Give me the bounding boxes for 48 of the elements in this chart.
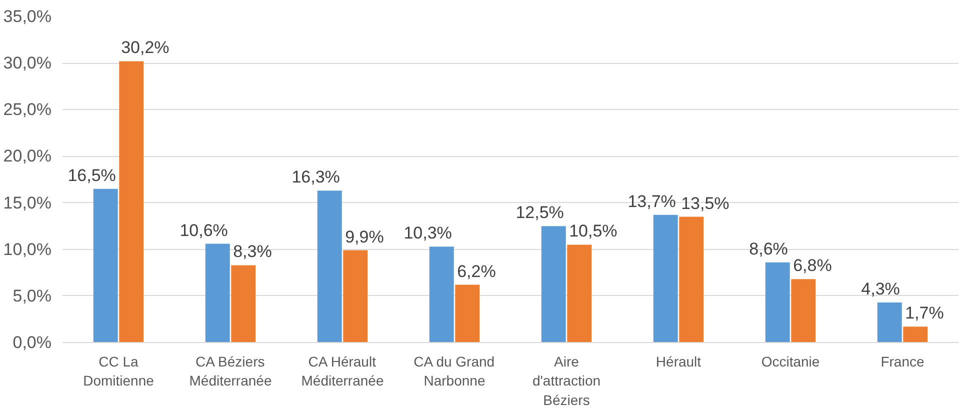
data-label: 8,6% — [749, 239, 788, 258]
bar — [205, 244, 230, 342]
x-tick-label: Aire d'attraction Béziers — [532, 354, 601, 408]
x-tick-label: CA du Grand Narbonne — [414, 354, 495, 389]
y-tick-label: 0,0% — [12, 333, 52, 352]
data-label: 12,5% — [516, 203, 564, 222]
bar — [429, 246, 454, 342]
data-label: 6,8% — [793, 256, 832, 276]
y-tick-label: 5,0% — [12, 286, 52, 306]
bar — [653, 214, 678, 342]
bar — [567, 244, 592, 342]
x-tick-label: Occitanie — [761, 354, 820, 370]
data-label: 6,2% — [457, 262, 496, 281]
data-label: 1,7% — [905, 304, 944, 323]
data-label: 16,3% — [292, 168, 340, 187]
bar — [903, 326, 928, 342]
bar — [541, 226, 566, 342]
bar — [231, 265, 256, 342]
data-label: 10,3% — [404, 224, 452, 243]
data-label: 8,3% — [233, 242, 272, 262]
x-tick-label: CA Hérault Méditerranée — [301, 354, 384, 389]
y-tick-label: 25,0% — [3, 100, 52, 120]
y-tick-label: 15,0% — [3, 193, 52, 212]
bar — [119, 61, 144, 342]
y-tick-label: 35,0% — [3, 7, 52, 26]
x-tick-label: Hérault — [656, 354, 702, 370]
x-tick-label: CA Béziers Méditerranée — [189, 354, 272, 389]
bar — [93, 188, 118, 342]
bar — [791, 279, 816, 342]
bar — [877, 302, 902, 342]
data-label: 9,9% — [345, 227, 384, 246]
data-label: 10,5% — [569, 222, 618, 241]
data-label: 30,2% — [121, 38, 170, 58]
y-tick-label: 30,0% — [3, 54, 52, 73]
bar — [343, 250, 368, 342]
data-label: 4,3% — [861, 279, 900, 298]
bar — [317, 190, 342, 342]
y-tick-label: 20,0% — [3, 146, 52, 166]
x-tick-label: France — [880, 354, 924, 370]
bar — [679, 216, 704, 342]
data-label: 13,7% — [628, 192, 676, 211]
data-label: 13,5% — [681, 194, 730, 213]
y-tick-label: 10,0% — [3, 240, 52, 259]
bar — [765, 262, 790, 342]
bar — [455, 284, 480, 342]
data-label: 16,5% — [68, 166, 116, 185]
data-label: 10,6% — [180, 220, 228, 240]
x-tick-label: CC La Domitienne — [83, 354, 154, 389]
